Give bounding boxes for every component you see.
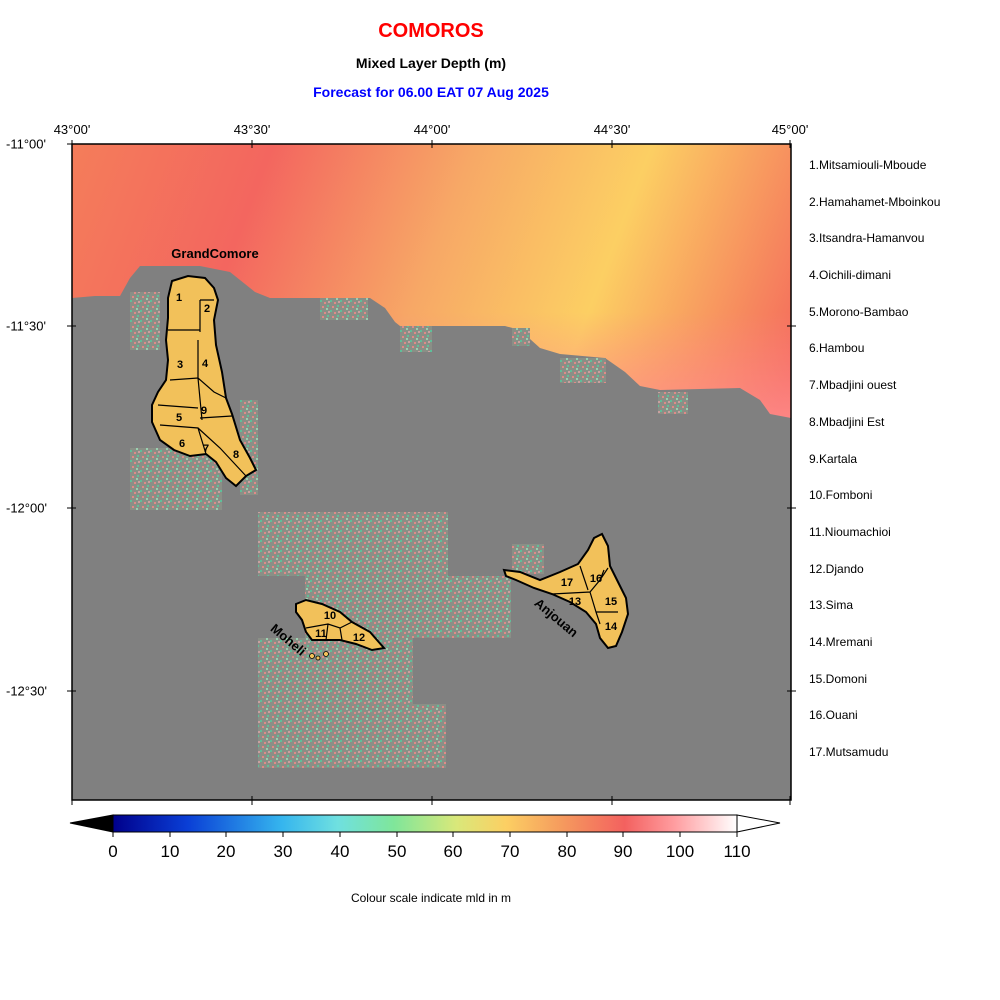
region-number: 4 (202, 358, 209, 370)
island-moheli (295, 598, 386, 661)
lon-tick-label: 45°00' (771, 122, 809, 137)
region-number: 17 (561, 577, 573, 589)
lat-tick-label: -12°00' (6, 500, 47, 516)
colorbar-tick-label: 30 (273, 842, 293, 861)
legend-item: 9.Kartala (809, 451, 858, 466)
lat-tick-label: -11°00' (6, 136, 46, 152)
legend-item: 13.Sima (809, 598, 854, 613)
lat-tick-label: -11°30' (6, 318, 46, 334)
region-number: 9 (201, 405, 207, 417)
colorbar-tick-label: 0 (108, 842, 118, 861)
colorbar-tick-label: 40 (330, 842, 350, 861)
colorbar (69, 814, 781, 837)
region-number: 13 (569, 596, 581, 608)
region-legend: 1.Mitsamiouli-Mboude 2.Hamahamet-Mboinko… (809, 158, 940, 782)
colorbar-tick-label: 90 (613, 842, 633, 861)
region-number: 1 (176, 292, 182, 304)
region-number: 15 (605, 596, 617, 608)
region-number: 14 (605, 621, 618, 633)
lon-tick-label: 43°30' (233, 122, 271, 137)
colorbar-caption: Colour scale indicate mld in m (350, 891, 512, 905)
legend-item: 3.Itsandra-Hamanvou (809, 231, 925, 246)
legend-item: 6.Hambou (809, 341, 865, 356)
region-number: 16 (590, 573, 602, 585)
island-grand-comore (151, 274, 258, 488)
map-frame (67, 140, 796, 805)
colorbar-tick-label: 110 (723, 842, 751, 861)
colorbar-tick-label: 20 (216, 842, 236, 861)
lon-tick-label: 43°00' (53, 122, 91, 137)
speckle-areas (130, 292, 688, 768)
region-number: 7 (203, 443, 209, 455)
legend-item: 16.Ouani (809, 708, 858, 723)
colorbar-tick-label: 70 (500, 842, 520, 861)
region-number: 12 (353, 632, 365, 644)
legend-item: 12.Djando (809, 561, 864, 576)
colorbar-tick-label: 60 (443, 842, 463, 861)
region-number: 5 (176, 412, 182, 424)
legend-item: 11.Nioumachioi (809, 524, 891, 539)
colorbar-tick-label: 80 (557, 842, 577, 861)
legend-item: 14.Mremani (809, 634, 873, 649)
colorbar-ramp (112, 814, 738, 833)
region-number: 10 (324, 610, 336, 622)
region-number: 2 (204, 303, 210, 315)
colorbar-tick-label: 50 (387, 842, 407, 861)
legend-item: 2.Hamahamet-Mboinkou (809, 194, 941, 209)
colorbar-max-arrow (736, 814, 781, 833)
lon-tick-label: 44°30' (593, 122, 631, 137)
colorbar-min-arrow (69, 814, 114, 833)
map-subtitle: Mixed Layer Depth (m) (355, 55, 507, 71)
lat-tick-label: -12°30' (6, 683, 47, 699)
region-number: 3 (177, 359, 183, 371)
island-anjouan (502, 532, 630, 650)
legend-item: 5.Morono-Bambao (809, 304, 909, 319)
colorbar-tick-label: 10 (160, 842, 180, 861)
legend-item: 10.Fomboni (809, 488, 873, 503)
map-title: COMOROS (378, 20, 484, 42)
legend-item: 15.Domoni (809, 671, 868, 686)
legend-item: 4.Oichili-dimani (809, 268, 892, 283)
island-label-grand-comore: GrandComore (171, 246, 258, 261)
legend-item: 17.Mutsamudu (809, 745, 889, 759)
forecast-time: Forecast for 06.00 EAT 07 Aug 2025 (313, 84, 549, 100)
colorbar-tick-label: 100 (665, 842, 695, 861)
legend-item: 8.Mbadjini Est (809, 414, 885, 429)
region-number: 6 (179, 438, 185, 450)
legend-item: 7.Mbadjini ouest (809, 378, 897, 393)
mld-field (72, 144, 791, 800)
region-number: 8 (233, 449, 239, 461)
region-number: 11 (315, 628, 327, 640)
lon-tick-label: 44°00' (413, 122, 451, 137)
legend-item: 1.Mitsamiouli-Mboude (809, 158, 927, 172)
